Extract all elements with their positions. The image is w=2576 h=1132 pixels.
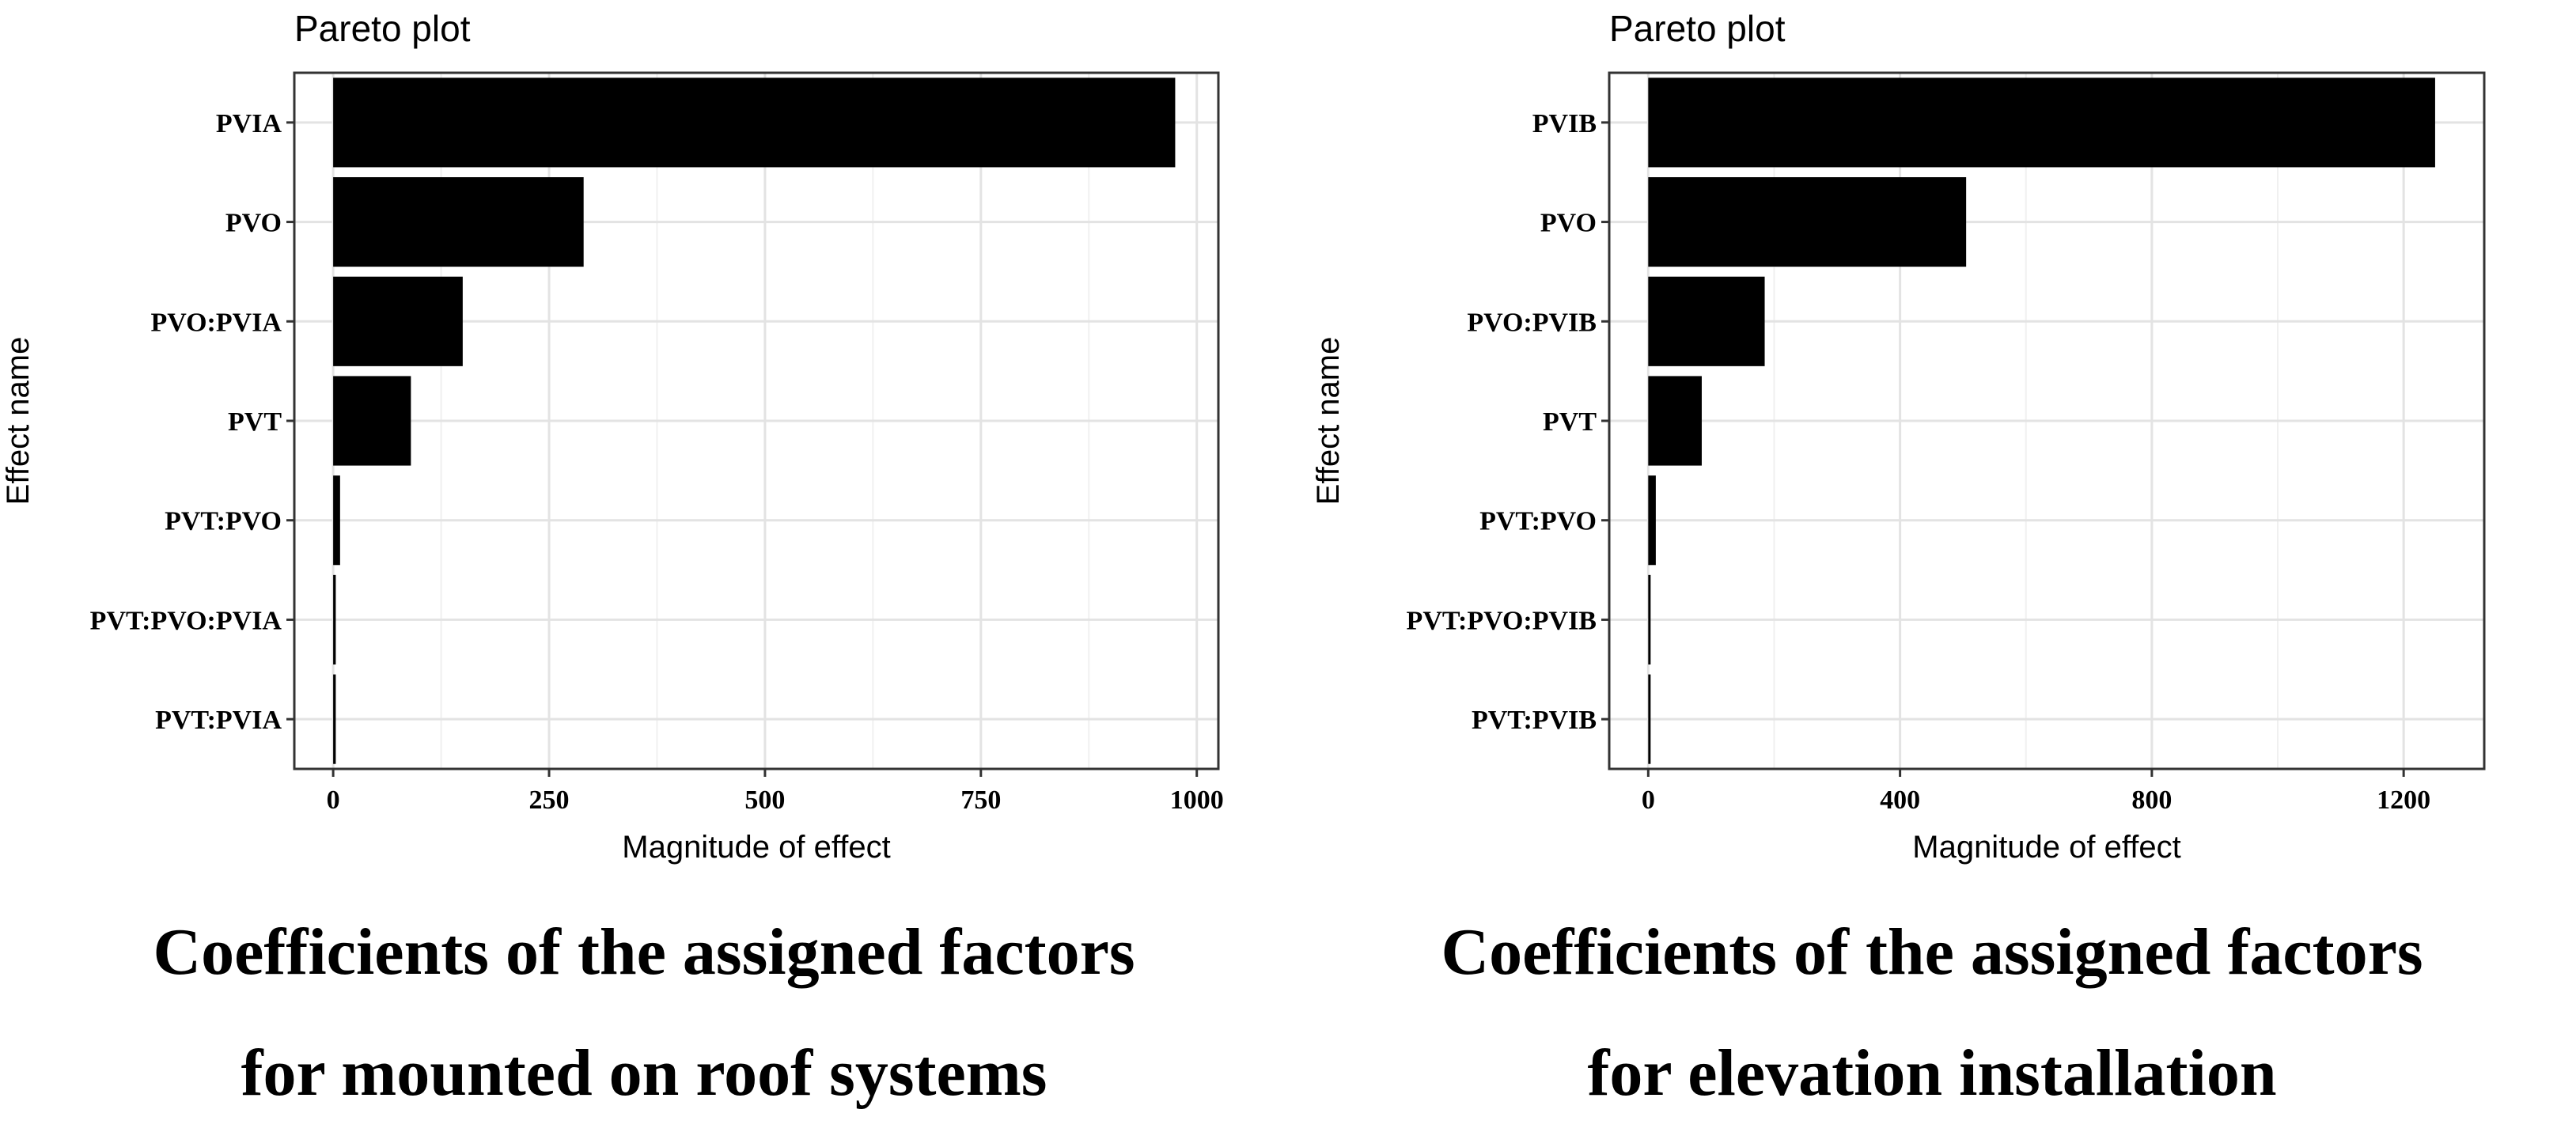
bar-pvt-pvo-pvib [1648, 574, 1651, 664]
category-label: PVT:PVIA [155, 706, 282, 735]
bar-pvo-pvia [333, 276, 463, 366]
bar-pvt-pvia [333, 674, 336, 764]
x-tick-label: 1200 [2377, 786, 2430, 815]
caption-elevation-line-1: Coefficients of the assigned factors [1441, 915, 2423, 989]
bar-pvt [1648, 376, 1702, 466]
bar-pvt-pvib [1648, 674, 1651, 764]
x-tick-label: 0 [1642, 786, 1655, 815]
pareto-chart-roof: PVIA PVO PVO:PVIA PVT PVT:PVO PVT:PVO:PVIA PVT… [1, 8, 1224, 865]
caption-roof-line-1: Coefficients of the assigned factors [153, 915, 1135, 989]
category-label: PVIA [216, 109, 282, 138]
category-label: PVT [228, 407, 282, 437]
x-tick-label: 1000 [1170, 786, 1224, 815]
bar-pvt-pvo [333, 475, 340, 566]
y-axis-title: Effect name [1, 337, 36, 505]
y-axis-title: Effect name [1311, 337, 1346, 505]
x-tick-label: 800 [2131, 786, 2172, 815]
x-tick-label: 0 [327, 786, 340, 815]
plot-title: Pareto plot [294, 8, 471, 49]
bar-pvo [333, 177, 584, 267]
bar-pvo-pvib [1648, 276, 1765, 366]
category-label: PVO:PVIA [150, 308, 282, 337]
caption-roof-line-2: for mounted on roof systems [241, 1036, 1047, 1110]
bar-pvib [1648, 78, 2435, 168]
category-label: PVO [225, 209, 282, 238]
category-label: PVT:PVO [1479, 507, 1597, 536]
category-label: PVO [1540, 209, 1597, 238]
bar-pvo [1648, 177, 1967, 267]
pareto-chart-elevation: PVIB PVO PVO:PVIB PVT PVT:PVO PVT:PVO:PVIB PVT… [1311, 8, 2486, 865]
x-tick-label: 400 [1880, 786, 1920, 815]
bar-pvt-pvo-pvia [333, 574, 336, 664]
caption-elevation-line-2: for elevation installation [1587, 1036, 2277, 1110]
category-label: PVO:PVIB [1467, 308, 1597, 337]
bar-pvt-pvo [1648, 475, 1656, 566]
x-tick-label: 250 [529, 786, 570, 815]
bar-pvia [333, 78, 1176, 168]
x-axis-title: Magnitude of effect [622, 830, 891, 865]
plot-title: Pareto plot [1609, 8, 1786, 49]
bar-pvt [333, 376, 411, 466]
category-label: PVT:PVO [165, 507, 282, 536]
category-label: PVT:PVO:PVIB [1407, 606, 1597, 635]
category-label: PVT [1543, 407, 1597, 437]
category-label: PVT:PVIB [1472, 706, 1597, 735]
x-axis-title: Magnitude of effect [1912, 830, 2181, 865]
x-tick-label: 750 [960, 786, 1001, 815]
category-label: PVIB [1532, 109, 1597, 138]
category-label: PVT:PVO:PVIA [90, 606, 282, 635]
x-tick-label: 500 [744, 786, 785, 815]
